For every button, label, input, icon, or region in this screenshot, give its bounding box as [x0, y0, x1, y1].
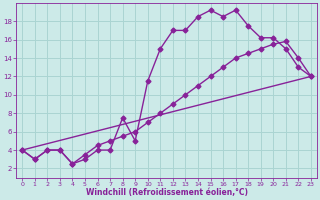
X-axis label: Windchill (Refroidissement éolien,°C): Windchill (Refroidissement éolien,°C): [85, 188, 248, 197]
